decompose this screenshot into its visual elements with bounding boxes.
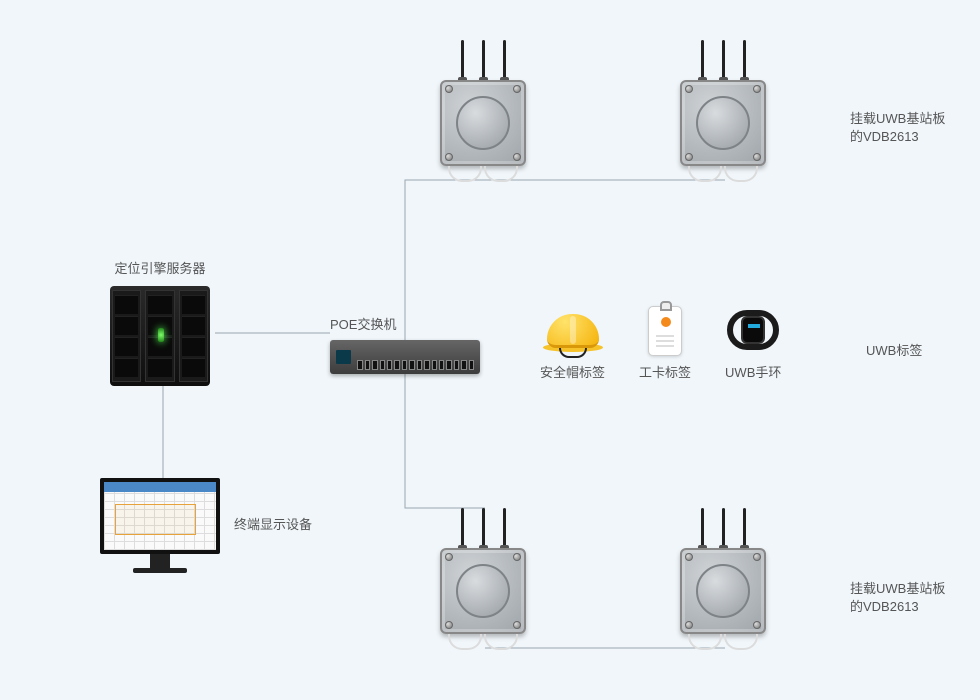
card-icon: [648, 306, 682, 356]
basestation-top-right: [680, 38, 766, 182]
basestation-bottom-left: [440, 506, 526, 650]
basestation-bottom-label: 挂载UWB基站板的VDB2613: [850, 580, 945, 616]
monitor-label: 终端显示设备: [234, 516, 312, 534]
basestation-top-label: 挂载UWB基站板的VDB2613: [850, 110, 945, 146]
server-label: 定位引擎服务器: [114, 260, 205, 278]
helmet-tag: 安全帽标签: [540, 310, 605, 382]
card-tag-label: 工卡标签: [639, 364, 691, 382]
watch-tag-label: UWB手环: [725, 364, 781, 382]
switch-node: POE交换机: [330, 316, 480, 374]
helmet-icon: [543, 310, 603, 356]
switch-label: POE交换机: [330, 316, 396, 334]
basestation-bottom-right: [680, 506, 766, 650]
basestation-top-left: [440, 38, 526, 182]
server-icon: [110, 286, 210, 386]
monitor-node: 终端显示设备: [100, 478, 312, 573]
watch-tag: UWB手环: [725, 304, 781, 382]
uwb-tags-side-label: UWB标签: [866, 342, 922, 360]
poe-switch-icon: [330, 340, 480, 374]
helmet-tag-label: 安全帽标签: [540, 364, 605, 382]
server-node: 定位引擎服务器: [110, 260, 210, 386]
monitor-icon: [100, 478, 220, 573]
watch-icon: [725, 304, 781, 356]
card-tag: 工卡标签: [639, 306, 691, 382]
uwb-tags-group: 安全帽标签 工卡标签 UWB手环: [540, 304, 781, 382]
